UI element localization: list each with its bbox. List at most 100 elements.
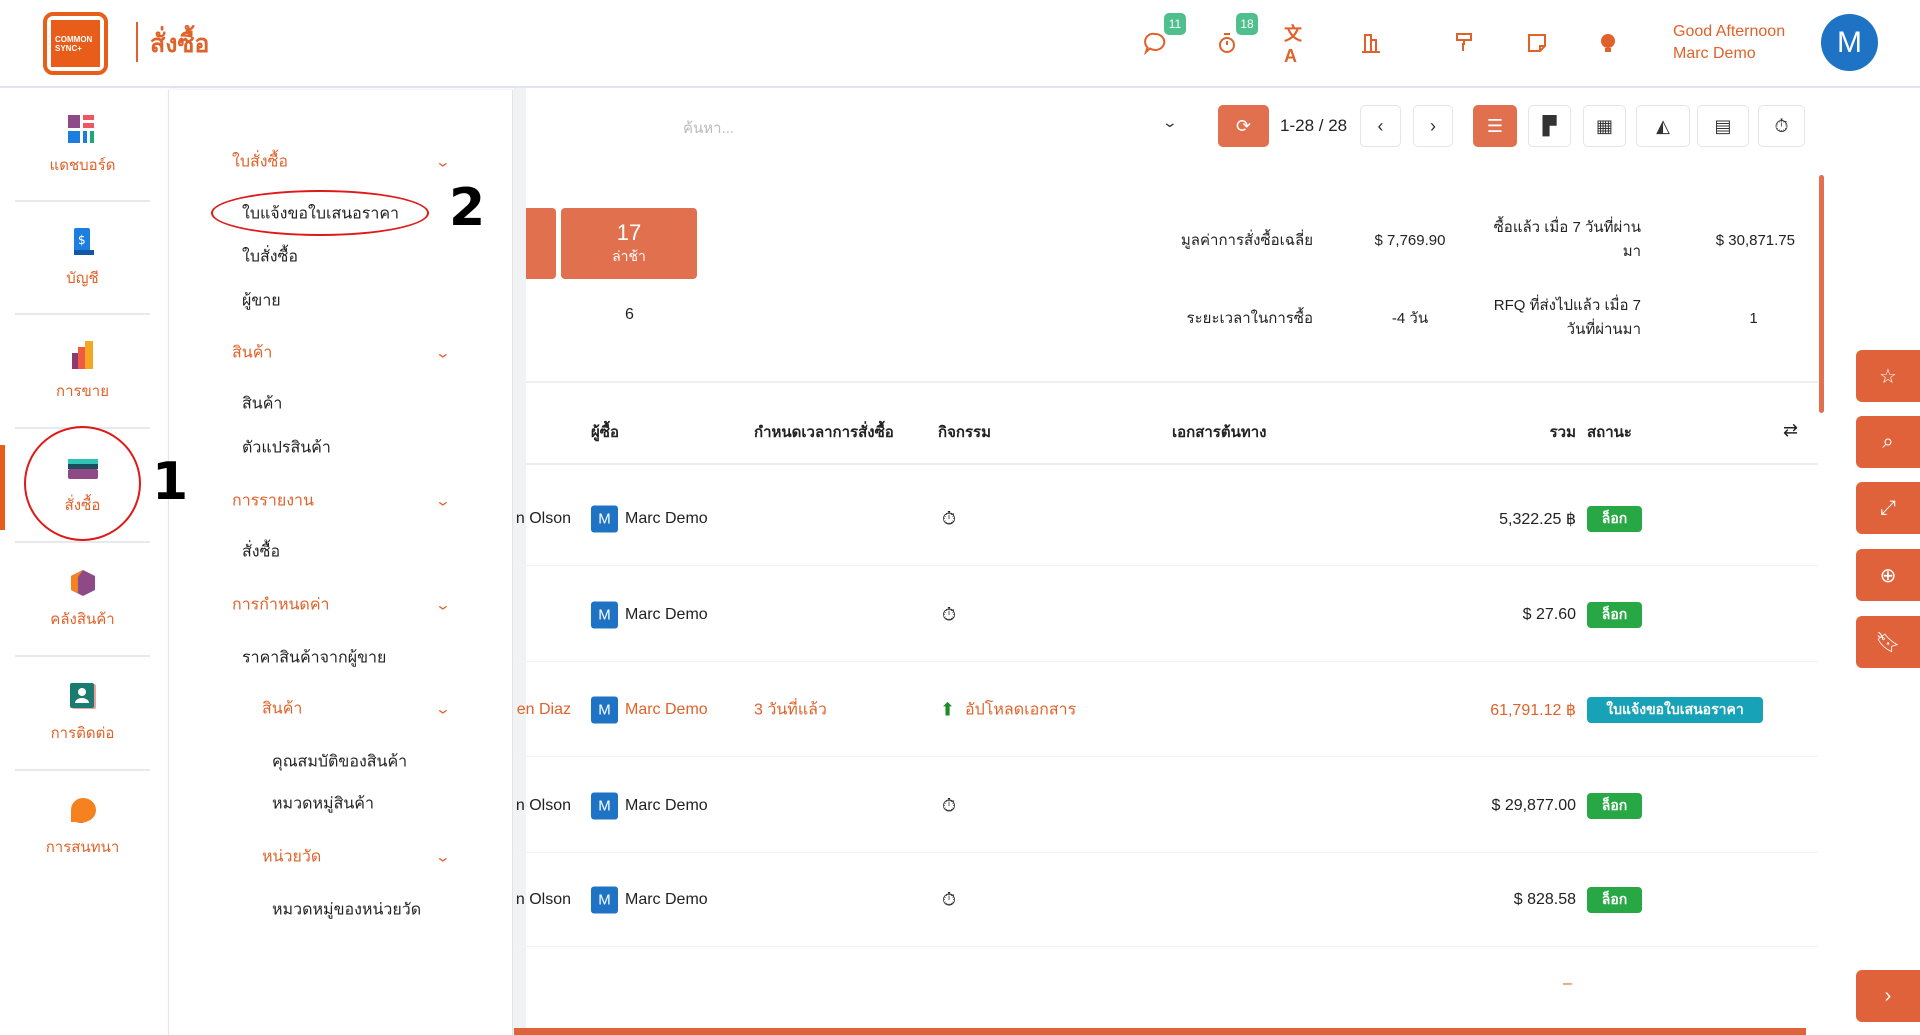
building-icon[interactable]: [1356, 28, 1386, 58]
sidebar-item-dashboard[interactable]: แดชบอร์ด: [15, 89, 150, 202]
active-indicator: [0, 445, 5, 530]
menu-item-vendors[interactable]: ผู้ขาย: [242, 292, 281, 310]
chevron-down-icon[interactable]: ⌄: [434, 153, 452, 170]
chevron-down-icon[interactable]: ⌄: [434, 596, 452, 613]
favorite-button[interactable]: ☆: [1856, 350, 1920, 402]
expand-panel-button[interactable]: ›: [1856, 970, 1920, 1022]
pager-next-button[interactable]: ›: [1413, 105, 1453, 147]
footer-total: –: [1563, 975, 1572, 992]
buyer-cell[interactable]: Marc Demo: [625, 606, 708, 623]
annotation-step-2: 2: [449, 178, 486, 238]
column-header-deadline[interactable]: กำหนดเวลาการสั่งซื้อ: [754, 424, 894, 441]
menu-item-product-attributes[interactable]: คุณสมบัติของสินค้า: [272, 753, 408, 771]
kanban-view-button[interactable]: ▛: [1528, 105, 1571, 147]
stat-tile-late[interactable]: 17 ล่าช้า: [561, 208, 697, 279]
rfq-sent-value: 1: [1749, 310, 1758, 327]
column-header-source[interactable]: เอกสารต้นทาง: [1172, 424, 1267, 441]
note-icon[interactable]: [1522, 28, 1552, 58]
menu-item-products[interactable]: สินค้า: [242, 395, 283, 413]
pager-prev-button[interactable]: ‹: [1360, 105, 1401, 147]
sidebar-item-accounting[interactable]: $ บัญชี: [15, 202, 150, 315]
buyer-cell[interactable]: Marc Demo: [625, 891, 708, 908]
scrollbar[interactable]: [1819, 175, 1824, 413]
buyer-cell[interactable]: Marc Demo: [625, 797, 708, 814]
user-avatar[interactable]: M: [1821, 14, 1878, 71]
sidebar-item-sales[interactable]: การขาย: [15, 315, 150, 428]
activity-view-icon: ⏱: [1774, 115, 1789, 136]
bookmark-button[interactable]: 🔖︎: [1856, 616, 1920, 668]
activity-clock-icon[interactable]: ⏱: [942, 889, 957, 910]
column-header-status[interactable]: สถานะ: [1587, 424, 1632, 441]
vendor-cell[interactable]: n Olson: [515, 797, 571, 814]
menu-header-products[interactable]: สินค้า: [232, 344, 273, 362]
divider: [136, 22, 138, 62]
zoom-in-button[interactable]: ⊕: [1856, 549, 1920, 601]
horizontal-scrollbar[interactable]: [514, 1028, 1806, 1035]
menu-item-product-categories[interactable]: หมวดหมู่สินค้า: [272, 795, 374, 813]
menu-item-vendor-pricelists[interactable]: ราคาสินค้าจากผู้ขาย: [242, 649, 387, 667]
svg-text:$: $: [78, 233, 86, 247]
paint-roller-icon[interactable]: [1449, 28, 1479, 58]
chevron-left-icon: ‹: [1377, 115, 1384, 136]
activity-clock-icon[interactable]: ⏱: [942, 795, 957, 816]
buyer-cell[interactable]: Marc Demo: [625, 701, 708, 718]
upload-icon[interactable]: ⬆: [940, 699, 956, 720]
divider: [15, 541, 150, 543]
chevron-down-icon[interactable]: ⌄: [434, 344, 452, 361]
menu-item-uom-categories[interactable]: หมวดหมู่ของหน่วยวัด: [272, 901, 422, 919]
top-header: COMMON SYNC+ สั่งซื้อ 11 18 文A Good After…: [0, 0, 1920, 88]
accounting-icon: $: [73, 227, 94, 255]
total-cell: $ 29,877.00: [1491, 797, 1576, 814]
sidebar-item-contacts[interactable]: การติดต่อ: [15, 657, 150, 770]
dashboard-icon: [67, 114, 94, 143]
status-badge: ล็อก: [1587, 887, 1642, 913]
vendor-cell[interactable]: en Diaz: [516, 701, 571, 718]
chevron-right-icon: ›: [1430, 115, 1436, 136]
divider: [15, 655, 150, 657]
list-view-button[interactable]: ☰: [1473, 105, 1517, 147]
search-options-chevron-icon[interactable]: ⌄: [1161, 114, 1179, 130]
activity-view-button[interactable]: ⏱: [1758, 105, 1805, 147]
refresh-button[interactable]: ⟳: [1218, 105, 1269, 147]
calendar-view-button[interactable]: ▤: [1697, 105, 1749, 147]
vendor-cell[interactable]: n Olson: [515, 510, 571, 527]
activity-clock-icon[interactable]: ⏱: [942, 508, 957, 529]
menu-item-product-variants[interactable]: ตัวแปรสินค้า: [242, 439, 331, 457]
chevron-down-icon[interactable]: ⌄: [434, 848, 452, 865]
timer-icon[interactable]: [1212, 28, 1242, 58]
menu-header-configuration[interactable]: การกำหนดค่า: [232, 596, 330, 614]
vendor-cell[interactable]: n Olson: [515, 891, 571, 908]
menu-header-reporting[interactable]: การรายงาน: [232, 492, 314, 510]
content-shadow: [514, 88, 526, 1035]
column-settings-icon[interactable]: ⇄: [1783, 420, 1799, 440]
app-logo[interactable]: COMMON SYNC+: [43, 12, 108, 75]
pivot-view-icon: ▦: [1595, 115, 1613, 136]
divider: [15, 200, 150, 202]
buyer-cell[interactable]: Marc Demo: [625, 510, 708, 527]
translate-icon[interactable]: 文A: [1284, 23, 1302, 66]
activity-cell[interactable]: อัปโหลดเอกสาร: [965, 701, 1077, 719]
buyer-avatar: M: [591, 696, 618, 724]
activity-clock-icon[interactable]: ⏱: [942, 604, 957, 625]
graph-view-button[interactable]: ◭: [1636, 105, 1690, 147]
menu-subheader-uom[interactable]: หน่วยวัด: [262, 848, 322, 866]
pivot-view-button[interactable]: ▦: [1583, 105, 1626, 147]
chevron-down-icon[interactable]: ⌄: [434, 492, 452, 509]
buyer-avatar: M: [591, 601, 618, 629]
search-button[interactable]: ⌕: [1856, 416, 1920, 468]
column-header-total[interactable]: รวม: [1549, 424, 1576, 441]
sidebar-item-label: การสนทนา: [45, 838, 120, 856]
chat-icon[interactable]: [1140, 28, 1170, 58]
sidebar-item-inventory[interactable]: คลังสินค้า: [15, 543, 150, 656]
expand-button[interactable]: ⤢: [1856, 482, 1920, 534]
lightbulb-icon[interactable]: [1593, 28, 1623, 58]
column-header-buyer[interactable]: ผู้ซื้อ: [591, 424, 619, 441]
menu-item-report-purchase[interactable]: สั่งซื้อ: [242, 543, 281, 561]
menu-subheader-products[interactable]: สินค้า: [262, 700, 303, 718]
column-header-activity[interactable]: กิจกรรม: [938, 424, 991, 441]
search-input[interactable]: ค้นหา...: [683, 120, 735, 137]
chevron-down-icon[interactable]: ⌄: [434, 700, 452, 717]
sidebar-item-discuss[interactable]: การสนทนา: [15, 771, 150, 884]
menu-item-purchase-orders[interactable]: ใบสั่งซื้อ: [242, 248, 299, 266]
menu-header-orders[interactable]: ใบสั่งซื้อ: [232, 153, 289, 171]
